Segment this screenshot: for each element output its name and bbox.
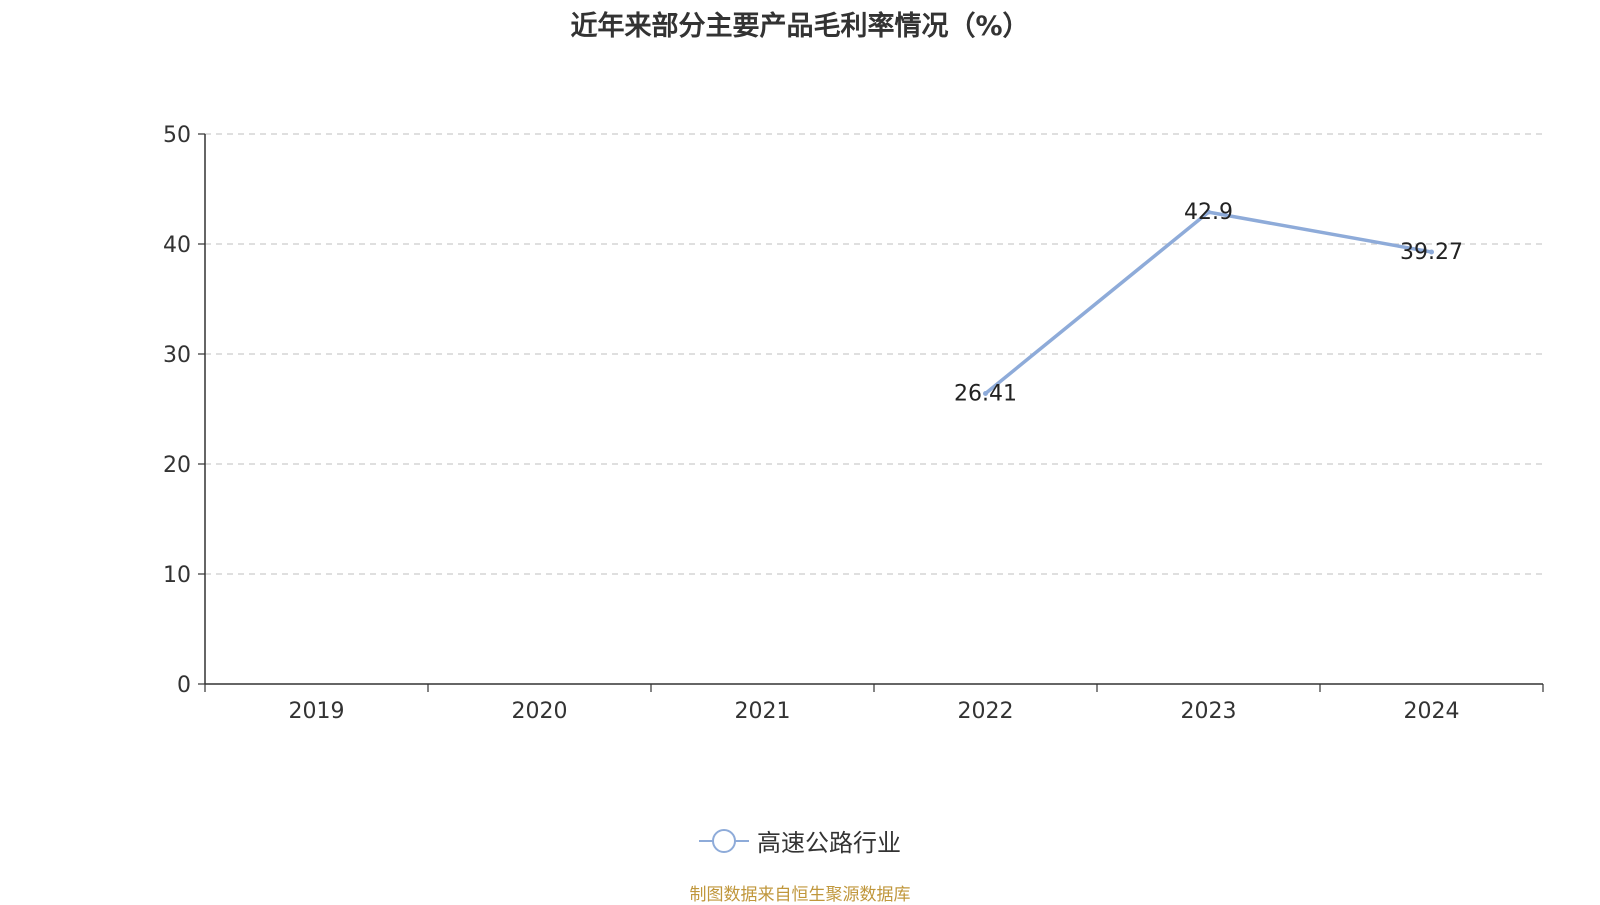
legend-item-series-0[interactable]: 高速公路行业 bbox=[699, 823, 901, 858]
data-point bbox=[1206, 209, 1211, 215]
data-point bbox=[1429, 249, 1434, 255]
chart-title: 近年来部分主要产品毛利率情况（%） bbox=[570, 11, 1030, 42]
data-labels: 26.41 42.9 39.27 bbox=[954, 200, 1463, 406]
y-tick-label: 40 bbox=[163, 233, 191, 258]
line-chart: 0 10 20 30 40 50 2019 2020 2021 2022 2023 2024 26.4… bbox=[163, 123, 1544, 724]
x-tick-label: 2021 bbox=[735, 699, 791, 724]
x-tick-label: 2019 bbox=[289, 699, 345, 724]
x-tick-label: 2023 bbox=[1181, 699, 1237, 724]
data-point bbox=[983, 390, 988, 396]
data-label: 42.9 bbox=[1184, 200, 1233, 225]
y-tick-label: 10 bbox=[163, 563, 191, 588]
series-layer bbox=[983, 209, 1434, 396]
series-line bbox=[983, 210, 1434, 396]
source-note: 制图数据来自恒生聚源数据库 bbox=[689, 885, 911, 905]
x-tick-label: 2024 bbox=[1404, 699, 1460, 724]
legend-line-circle-icon bbox=[699, 828, 749, 853]
y-tick-label: 50 bbox=[163, 123, 191, 148]
legend-label: 高速公路行业 bbox=[757, 829, 901, 857]
x-tick-label: 2022 bbox=[958, 699, 1014, 724]
y-tick-label: 0 bbox=[177, 673, 191, 698]
y-tick-label: 30 bbox=[163, 343, 191, 368]
data-label: 26.41 bbox=[954, 381, 1017, 406]
x-tick-label: 2020 bbox=[512, 699, 568, 724]
data-label: 39.27 bbox=[1400, 240, 1463, 265]
legend: 高速公路行业 bbox=[0, 823, 1600, 858]
grid-lines bbox=[205, 133, 1543, 575]
y-tick-label: 20 bbox=[163, 453, 191, 478]
axes: 0 10 20 30 40 50 2019 2020 2021 2022 2023 2024 bbox=[163, 123, 1544, 724]
